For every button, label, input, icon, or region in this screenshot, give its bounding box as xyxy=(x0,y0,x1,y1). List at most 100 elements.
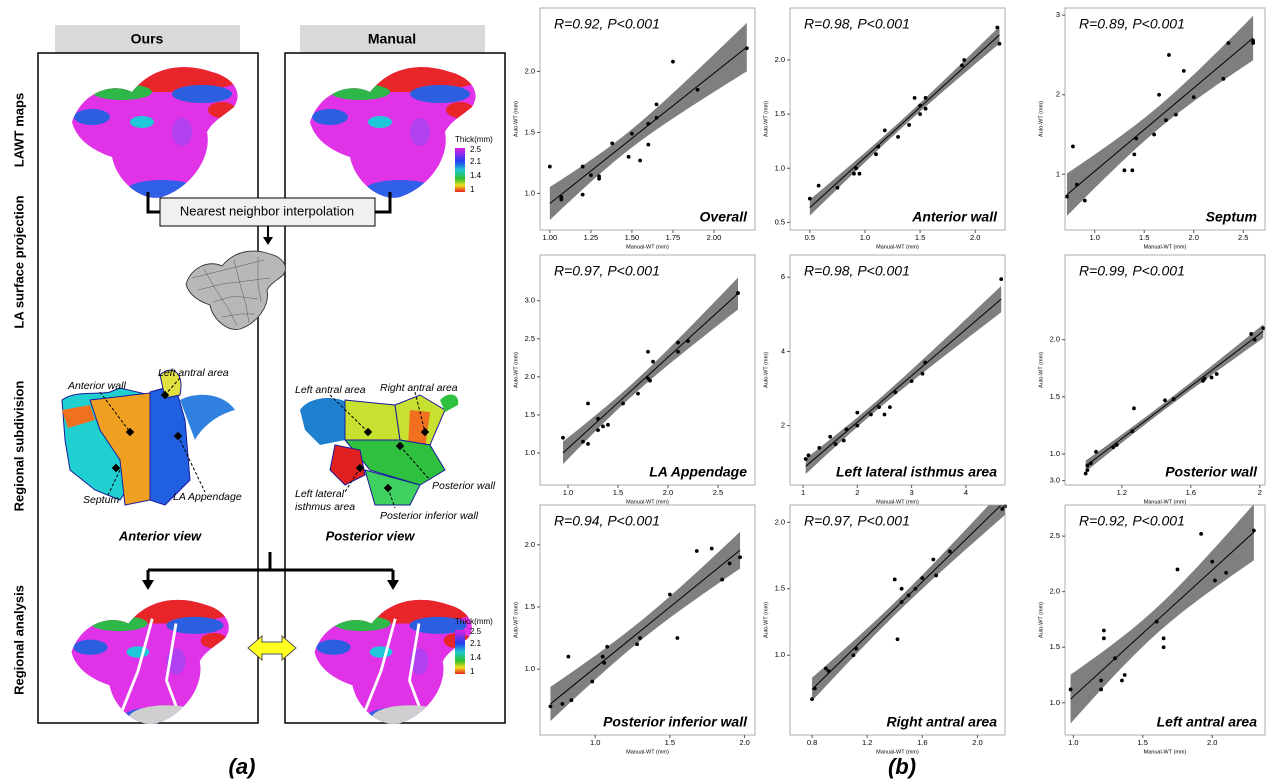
point xyxy=(855,423,860,428)
y-axis-label: Auto-WT (mm) xyxy=(513,101,519,137)
plot-frame xyxy=(539,504,756,736)
y-axis-label: Auto-WT (mm) xyxy=(763,602,769,638)
point xyxy=(823,666,828,671)
point xyxy=(648,378,652,383)
lawt-map xyxy=(72,60,247,200)
point xyxy=(596,416,600,421)
y-tick-label: 2.0 xyxy=(775,55,785,64)
point xyxy=(671,59,675,64)
point xyxy=(646,349,650,354)
plot-frame xyxy=(789,7,1006,231)
point xyxy=(882,128,887,133)
chart-title: Left lateral isthmus area xyxy=(836,464,997,480)
stat-annotation: R=0.97, P<0.001 xyxy=(554,263,660,279)
point xyxy=(999,277,1004,282)
stat-annotation: R=0.92, P<0.001 xyxy=(1079,513,1185,529)
x-tick-label: 1.0 xyxy=(1089,233,1099,242)
y-axis-label: Auto-WT (mm) xyxy=(513,602,519,638)
row-label: LA surface projection xyxy=(11,195,26,328)
scatter-chart: 1.0 1.5 2.0 1.0 1.5 2.0 Manual-WT (mm) Auto-WT … xyxy=(513,504,756,755)
point xyxy=(720,577,725,582)
region-label: Right antral area xyxy=(380,382,458,394)
y-tick-label: 2 xyxy=(781,421,785,430)
y-tick-label: 1.5 xyxy=(525,602,535,611)
confidence-band xyxy=(1070,505,1254,724)
point xyxy=(833,442,838,447)
y-tick-label: 1.5 xyxy=(525,410,535,419)
method-label: Nearest neighbor interpolation xyxy=(180,203,354,218)
point xyxy=(1251,38,1256,43)
x-tick-label: 1.2 xyxy=(862,738,872,747)
x-tick-label: 2.5 xyxy=(1238,233,1248,242)
point xyxy=(547,164,552,169)
y-tick-label: 3.0 xyxy=(525,296,535,305)
point xyxy=(934,573,938,578)
legend-tick: 1 xyxy=(470,185,475,194)
point xyxy=(857,171,862,176)
posterior-subdivision xyxy=(300,394,459,506)
point xyxy=(947,549,952,554)
regression-line xyxy=(1070,531,1255,700)
row-label: LAWT maps xyxy=(11,93,26,167)
scatter-chart: 1.0 1.5 2.0 2.5 1.0 1.5 2.0 2.5 3.0 Manual-WT (mm… xyxy=(513,254,756,505)
point xyxy=(561,435,565,440)
point xyxy=(600,654,605,659)
point xyxy=(646,121,651,126)
scatter-chart: 1.0 1.5 2.0 1.0 1.5 2.0 2.5 3.0 Manual-WT (mm) Au… xyxy=(1038,476,1266,755)
column-header-box xyxy=(300,25,485,53)
x-tick-label: 2.5 xyxy=(713,488,723,497)
point xyxy=(1214,372,1219,376)
point xyxy=(1181,68,1186,73)
thickness-legend: Thick(mm) 2.5 2.1 1.4 1 xyxy=(455,135,493,194)
point xyxy=(841,438,846,443)
point xyxy=(923,95,928,100)
y-tick-label: 3 xyxy=(1056,10,1060,19)
scatter-chart: 1.2 1.6 2 1.0 1.5 2.0 Manual-WT (mm) Auto-WT (m… xyxy=(1038,254,1266,505)
x-tick-label: 1.0 xyxy=(590,738,600,747)
y-tick-label: 2.0 xyxy=(1050,335,1060,344)
y-tick-label: 2.0 xyxy=(1050,587,1060,596)
regression-line xyxy=(550,549,741,705)
leader-line xyxy=(99,377,206,496)
point xyxy=(1071,144,1075,149)
point xyxy=(1210,559,1215,564)
point xyxy=(854,166,859,171)
scatter-chart: 0.8 1.2 1.6 2.0 1.0 1.5 2.0 Manual-WT (mm) Auto-… xyxy=(763,504,1007,755)
point xyxy=(610,141,615,146)
region-label: Left antral area xyxy=(158,367,229,379)
x-tick-label: 2.0 xyxy=(739,738,749,747)
point xyxy=(1199,531,1204,536)
legend-tick: 2.1 xyxy=(470,639,482,648)
x-tick-label: 1.6 xyxy=(1186,488,1196,497)
scatter-chart: 1.0 1.5 2.0 2.5 1 2 3 Manual-WT (mm) Auto-WT (mm… xyxy=(1038,7,1266,250)
point xyxy=(694,549,699,553)
x-tick-label: 1.50 xyxy=(625,233,640,242)
point xyxy=(1226,41,1231,45)
legend-tick: 2.5 xyxy=(470,145,482,154)
point xyxy=(893,390,898,395)
y-tick-label: 1.0 xyxy=(1050,449,1060,458)
view-label: Anterior view xyxy=(118,528,202,543)
plot-frame xyxy=(789,254,1006,486)
point xyxy=(918,112,923,117)
point xyxy=(676,349,680,354)
point xyxy=(695,87,700,92)
point xyxy=(887,405,892,409)
x-tick-label: 1.25 xyxy=(584,233,599,242)
point xyxy=(1161,636,1166,641)
point xyxy=(1191,95,1196,100)
point xyxy=(899,600,904,604)
x-tick-label: 2 xyxy=(855,488,859,497)
point xyxy=(899,586,904,591)
point xyxy=(1113,656,1117,661)
point xyxy=(638,636,642,640)
point xyxy=(906,593,911,598)
point xyxy=(1085,463,1090,468)
y-axis-label: Auto-WT (mm) xyxy=(1038,602,1044,638)
x-axis-label: Manual-WT (mm) xyxy=(1144,244,1187,250)
point xyxy=(1068,687,1073,692)
point xyxy=(962,58,967,62)
legend-tick: 1.4 xyxy=(470,653,482,662)
scatter-chart: 1.00 1.25 1.50 1.75 2.00 1.0 1.5 2.0 Manual-WT (… xyxy=(513,7,756,250)
x-axis-label: Manual-WT (mm) xyxy=(876,244,919,250)
